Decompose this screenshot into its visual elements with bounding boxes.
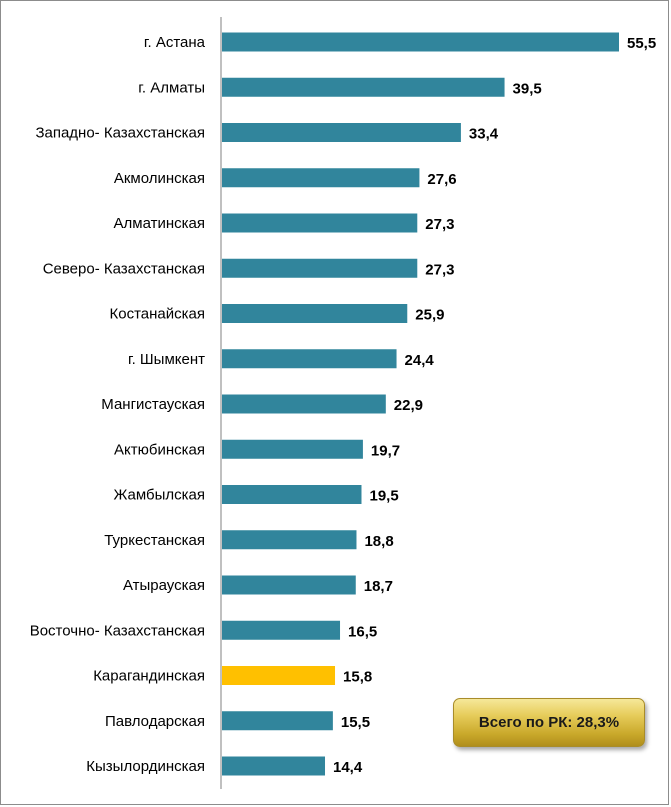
value-label: 18,7 bbox=[364, 578, 393, 595]
value-label: 27,6 bbox=[427, 171, 456, 188]
bar bbox=[222, 485, 362, 504]
bar bbox=[222, 258, 418, 278]
value-label: 16,5 bbox=[348, 623, 377, 640]
bar bbox=[222, 77, 505, 97]
value-label: 19,7 bbox=[371, 442, 400, 459]
category-label: Кызылординская bbox=[86, 758, 205, 775]
bar bbox=[222, 394, 386, 414]
value-label: 24,4 bbox=[405, 352, 435, 369]
value-label: 27,3 bbox=[425, 216, 454, 233]
category-label: Жамбылская bbox=[114, 487, 206, 504]
category-label: г. Алматы bbox=[138, 79, 205, 96]
value-label: 15,8 bbox=[343, 669, 372, 686]
total-summary-text: Всего по РК: 28,3% bbox=[478, 714, 620, 731]
bar bbox=[222, 32, 619, 52]
bar bbox=[222, 349, 397, 369]
value-label: 25,9 bbox=[415, 307, 444, 324]
category-label: Карагандинская bbox=[93, 668, 205, 685]
category-label: Северо- Казахстанская bbox=[43, 260, 205, 277]
bar bbox=[222, 304, 408, 323]
value-label: 18,8 bbox=[364, 533, 393, 550]
category-label: Алматинская bbox=[114, 215, 205, 232]
value-label: 22,9 bbox=[394, 397, 423, 414]
bar bbox=[222, 620, 341, 640]
value-label: 15,5 bbox=[341, 714, 370, 731]
bar bbox=[222, 756, 326, 776]
category-label: Восточно- Казахстанская bbox=[30, 622, 205, 639]
category-label: г. Шымкент bbox=[128, 351, 205, 368]
bar bbox=[222, 575, 356, 595]
bar bbox=[222, 213, 418, 233]
bar bbox=[222, 123, 461, 142]
category-label: Актюбинская bbox=[114, 441, 205, 458]
bar bbox=[222, 530, 357, 550]
category-label: Костанайская bbox=[110, 306, 206, 323]
category-label: Западно- Казахстанская bbox=[35, 125, 205, 142]
category-label: Атырауская bbox=[123, 577, 205, 594]
bar bbox=[222, 711, 333, 731]
category-label: Акмолинская bbox=[114, 170, 205, 187]
bar bbox=[222, 439, 363, 459]
category-label: г. Астана bbox=[144, 34, 206, 51]
bar-highlighted bbox=[222, 666, 336, 685]
total-summary-box: Всего по РК: 28,3% bbox=[453, 698, 645, 747]
value-label: 19,5 bbox=[369, 488, 398, 505]
value-label: 27,3 bbox=[425, 261, 454, 278]
value-label: 55,5 bbox=[627, 35, 656, 52]
category-label: Туркестанская bbox=[104, 532, 205, 549]
value-label: 39,5 bbox=[513, 80, 542, 97]
category-label: Мангистауская bbox=[101, 396, 205, 413]
value-label: 14,4 bbox=[333, 759, 363, 776]
category-label: Павлодарская bbox=[105, 713, 205, 730]
value-label: 33,4 bbox=[469, 126, 499, 143]
bar bbox=[222, 168, 420, 188]
